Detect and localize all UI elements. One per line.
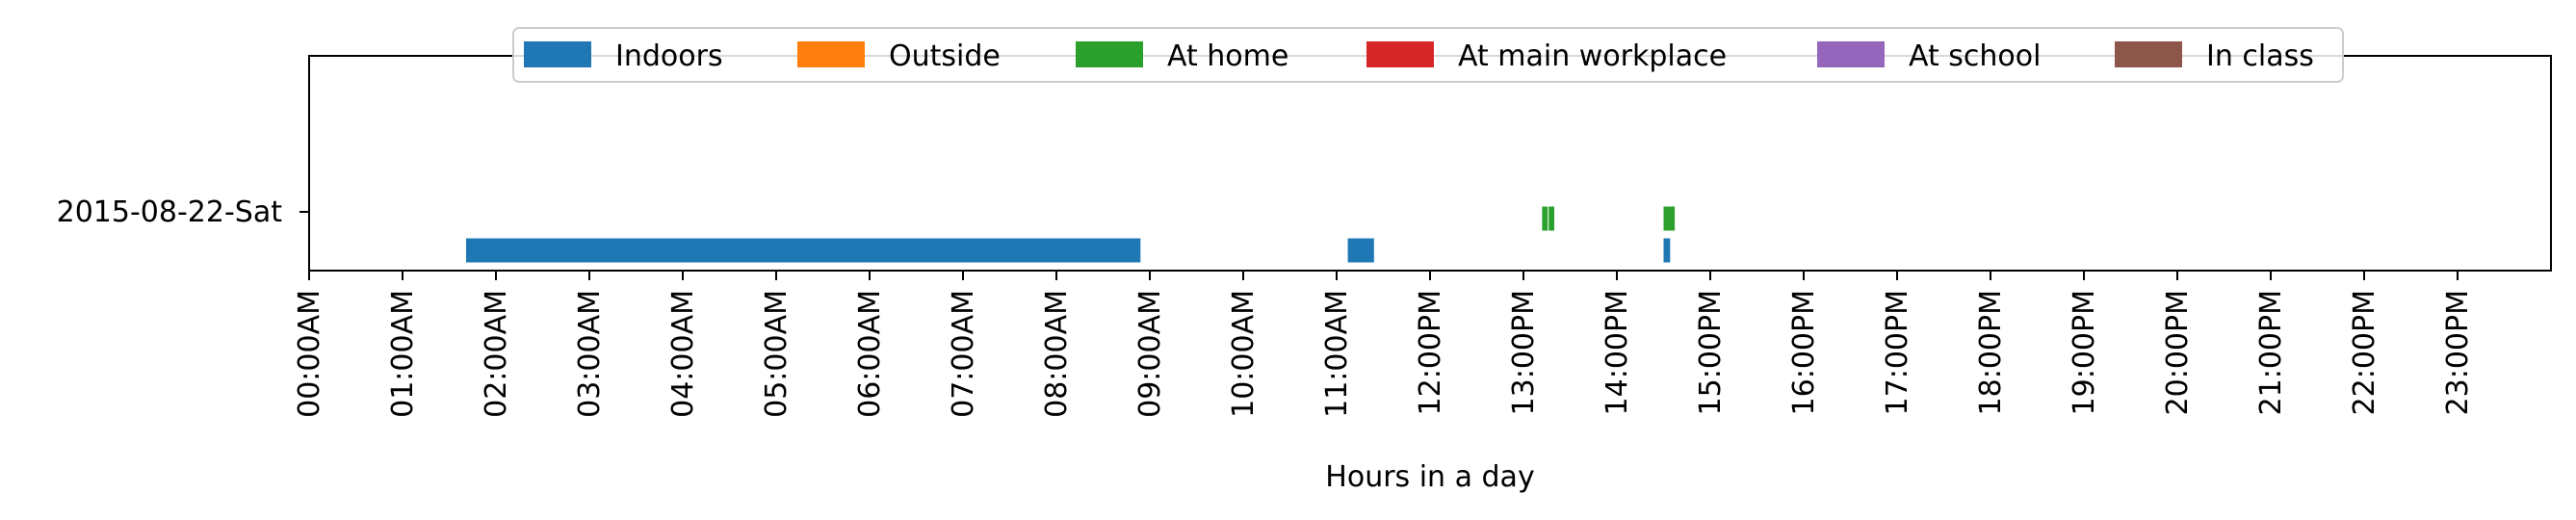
x-tick-label: 13:00PM	[1507, 290, 1541, 415]
x-tick-label: 05:00AM	[760, 290, 794, 418]
x-tick-label: 00:00AM	[293, 290, 326, 418]
x-tick-label: 12:00PM	[1414, 290, 1447, 415]
legend-label-at-school: At school	[1909, 39, 2041, 73]
x-tick-label: 07:00AM	[947, 290, 980, 418]
x-tick-label: 15:00PM	[1694, 290, 1728, 415]
legend-swatch-indoors	[524, 41, 591, 67]
bar-at-home-2	[1548, 206, 1554, 231]
bar-indoors-2	[1347, 238, 1374, 263]
legend-swatch-in-class	[2115, 41, 2182, 67]
bar-at-home-3	[1663, 206, 1676, 231]
legend-label-indoors: Indoors	[615, 39, 723, 73]
bars-layer	[466, 206, 1676, 263]
legend: Indoors Outside At home At main workplace At…	[512, 27, 2344, 83]
x-tick-label: 08:00AM	[1040, 290, 1074, 418]
legend-label-in-class: In class	[2206, 39, 2314, 73]
x-tick-label: 17:00PM	[1881, 290, 1914, 415]
x-axis-label: Hours in a day	[1325, 460, 1534, 494]
bar-indoors-3	[1663, 238, 1671, 263]
x-tick-label: 20:00PM	[2161, 290, 2195, 415]
legend-swatch-at-main-workplace	[1366, 41, 1434, 67]
x-tick-label: 19:00PM	[2068, 290, 2101, 415]
x-tick-label: 10:00AM	[1227, 290, 1261, 418]
legend-label-at-main-workplace: At main workplace	[1458, 39, 1727, 73]
legend-swatch-at-school	[1817, 41, 1885, 67]
x-tick-label: 02:00AM	[480, 290, 513, 418]
x-tick-label: 06:00AM	[853, 290, 887, 418]
x-tick-label: 14:00PM	[1600, 290, 1634, 415]
x-tick-label: 04:00AM	[666, 290, 700, 418]
legend-label-outside: Outside	[889, 39, 1001, 73]
legend-label-at-home: At home	[1167, 39, 1288, 73]
y-axis: 2015-08-22-Sat	[57, 195, 309, 229]
x-tick-label: 21:00PM	[2254, 290, 2288, 415]
x-tick-label: 11:00AM	[1320, 290, 1354, 418]
x-tick-label: 22:00PM	[2348, 290, 2381, 415]
x-tick-label: 16:00PM	[1787, 290, 1821, 415]
bar-at-home-1	[1542, 206, 1548, 231]
x-axis: 00:00AM 01:00AM 02:00AM 03:00AM 04:00AM 05:00…	[293, 271, 2475, 418]
x-tick-label: 09:00AM	[1133, 290, 1167, 418]
x-tick-label: 01:00AM	[386, 290, 420, 418]
y-tick-label: 2015-08-22-Sat	[57, 195, 283, 229]
x-tick-label: 03:00AM	[573, 290, 607, 418]
x-tick-label: 23:00PM	[2441, 290, 2475, 415]
x-tick-label: 18:00PM	[1974, 290, 2008, 415]
bar-indoors-1	[466, 238, 1141, 263]
legend-swatch-outside	[797, 41, 865, 67]
legend-swatch-at-home	[1076, 41, 1143, 67]
